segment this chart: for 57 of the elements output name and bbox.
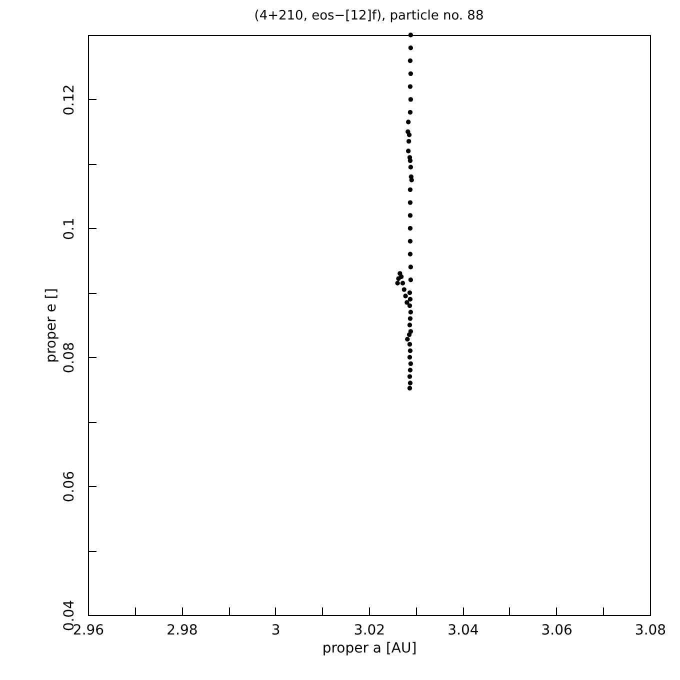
point xyxy=(408,200,413,205)
point xyxy=(408,32,414,38)
point xyxy=(408,71,414,76)
point xyxy=(409,178,414,182)
x-tick-label: 3.04 xyxy=(448,622,479,638)
point xyxy=(408,226,413,231)
point xyxy=(408,264,414,270)
x-tick-label: 3 xyxy=(271,622,280,638)
point xyxy=(407,322,412,328)
point xyxy=(408,213,413,218)
point xyxy=(400,280,406,286)
point xyxy=(402,287,406,292)
point xyxy=(408,58,413,64)
y-tick-label: 0.08 xyxy=(62,342,78,374)
point xyxy=(406,132,412,138)
point xyxy=(408,252,413,256)
x-tick-label: 3.06 xyxy=(541,622,573,638)
point xyxy=(398,274,404,280)
point xyxy=(407,374,412,379)
y-tick-label: 0.1 xyxy=(62,218,78,240)
x-tick-label: 2.98 xyxy=(166,622,198,638)
point xyxy=(407,386,412,390)
point xyxy=(408,187,413,192)
point xyxy=(408,164,414,170)
y-tick-label: 0.06 xyxy=(62,470,78,502)
x-axis-title: proper a [AU] xyxy=(322,640,417,656)
point xyxy=(407,342,412,347)
point xyxy=(406,332,412,338)
point xyxy=(408,110,413,115)
point xyxy=(406,138,412,144)
point xyxy=(408,84,413,89)
point xyxy=(408,310,414,314)
y-axis-title: proper e [] xyxy=(44,288,60,363)
point xyxy=(408,158,413,164)
point xyxy=(407,290,412,296)
x-tick-label: 3.08 xyxy=(634,622,666,638)
point xyxy=(408,46,414,50)
point xyxy=(408,380,413,386)
chart-title: (4+210, eos−[12]f), particle no. 88 xyxy=(254,8,484,24)
point xyxy=(408,361,414,366)
point xyxy=(408,97,414,102)
y-tick-label: 0.12 xyxy=(62,84,78,116)
point xyxy=(403,294,408,298)
point xyxy=(404,300,410,305)
point xyxy=(405,336,410,342)
point xyxy=(408,316,413,321)
point xyxy=(406,148,411,154)
point xyxy=(408,278,414,282)
point xyxy=(407,303,412,308)
x-tick-label: 3.02 xyxy=(354,622,386,638)
point xyxy=(408,348,413,354)
point xyxy=(407,354,412,360)
point xyxy=(408,296,413,302)
point xyxy=(395,280,400,286)
point xyxy=(406,120,411,124)
point xyxy=(408,238,413,244)
point xyxy=(408,368,413,372)
